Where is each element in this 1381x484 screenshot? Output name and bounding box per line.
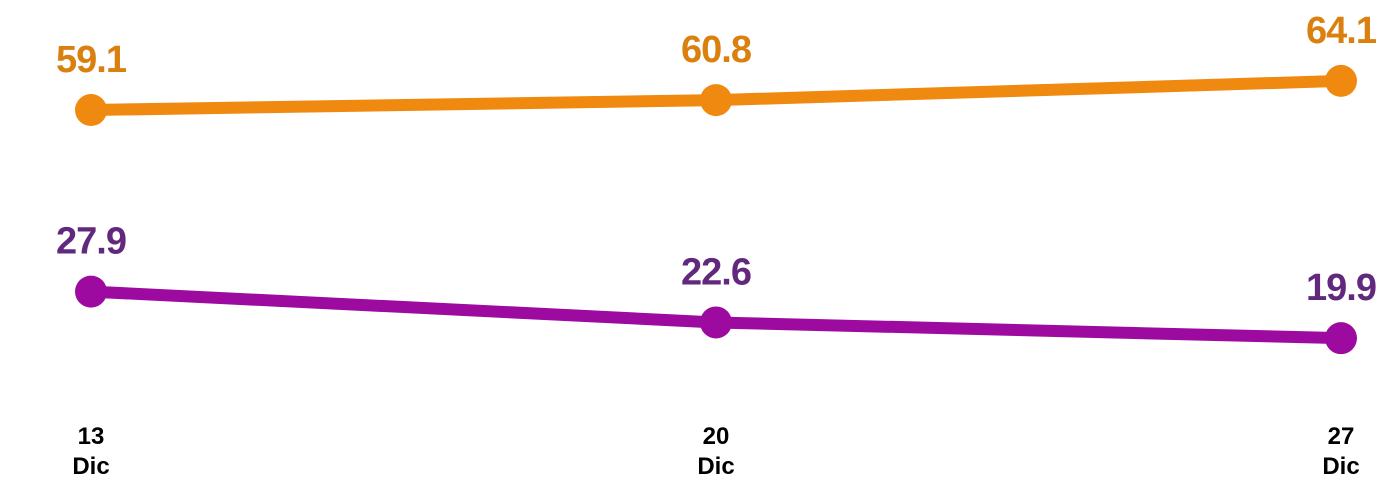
x-tick-label: 27 Dic xyxy=(1322,423,1360,480)
point xyxy=(1325,64,1357,97)
data-label: 64.1 xyxy=(1306,10,1377,52)
point xyxy=(700,84,732,117)
x-tick-label: 13 Dic xyxy=(72,423,110,480)
data-label: 22.6 xyxy=(681,251,751,293)
point xyxy=(75,275,107,308)
data-label: 19.9 xyxy=(1306,267,1376,309)
point xyxy=(75,94,107,127)
data-label: 60.8 xyxy=(681,29,751,71)
data-label: 59.1 xyxy=(56,39,127,81)
data-label: 27.9 xyxy=(56,221,126,263)
point xyxy=(1325,322,1357,355)
x-tick-label: 20 Dic xyxy=(697,423,735,480)
point xyxy=(700,306,732,339)
